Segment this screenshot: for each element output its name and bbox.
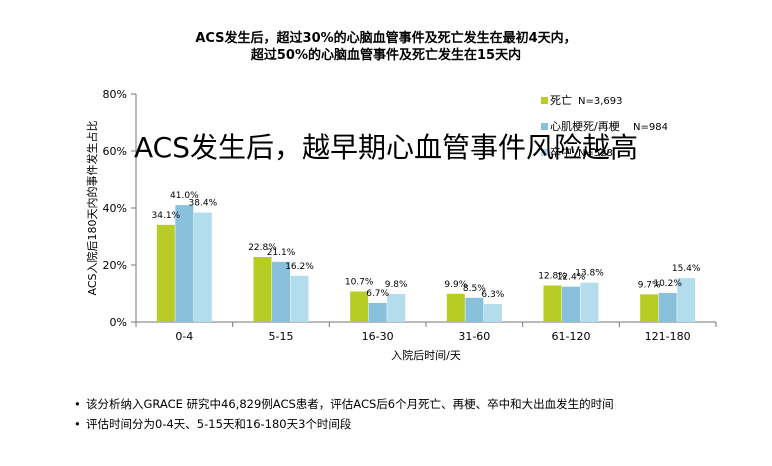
bar-1 <box>640 294 659 322</box>
bar-data-label: 6.3% <box>481 290 504 300</box>
bar-data-label: 15.4% <box>672 264 701 274</box>
bar-data-label: 9.7% <box>638 280 661 290</box>
x-axis-label: 入院后时间/天 <box>391 348 461 362</box>
bar-2 <box>562 286 580 322</box>
y-tick-label: 80% <box>103 88 127 101</box>
bar-1 <box>350 291 369 322</box>
legend-label: 死亡 <box>550 93 572 107</box>
bar-3 <box>290 275 309 322</box>
bar-2 <box>368 302 387 322</box>
y-tick-label: 0% <box>110 316 127 329</box>
bar-data-label: 8.5% <box>463 284 486 294</box>
bar-3 <box>483 304 502 322</box>
bar-1 <box>446 293 465 322</box>
bar-data-label: 22.8% <box>248 243 277 253</box>
bar-data-label: 13.8% <box>575 269 604 279</box>
footnote-text: 该分析纳入GRACE 研究中46,829例ACS患者，评估ACS后6个月死亡、再… <box>86 397 614 411</box>
legend-n-label: N=984 <box>633 122 668 133</box>
y-tick-label: 20% <box>103 259 127 272</box>
y-tick-label: 40% <box>103 202 127 215</box>
x-ticks: 0-4 5-15 16-30 31-60 61-120 121-180 <box>135 322 717 343</box>
bar-3 <box>580 282 599 322</box>
footnote-text: 评估时间分为0-4天、5-15天和16-180天3个时间段 <box>86 417 352 431</box>
bars <box>156 205 696 322</box>
bar-data-label: 10.2% <box>653 279 682 289</box>
legend-swatch <box>541 97 548 104</box>
bar-data-label: 41.0% <box>170 191 199 201</box>
bar-3 <box>193 212 212 322</box>
legend: 死亡 N=3,693 心肌梗死/再梗 N=984 卒中 N=523 <box>541 93 668 159</box>
bar-data-label: 16.2% <box>285 262 314 272</box>
bar-3 <box>677 278 696 322</box>
footnote-item: • 该分析纳入GRACE 研究中46,829例ACS患者，评估ACS后6个月死亡、… <box>74 394 614 414</box>
bar-data-label: 12.8% <box>538 272 567 282</box>
legend-label: 心肌梗死/再梗 <box>550 119 620 133</box>
bar-1 <box>253 257 272 322</box>
bullet-icon: • <box>74 417 81 431</box>
bar-2 <box>175 205 194 322</box>
footnote-item: • 评估时间分为0-4天、5-15天和16-180天3个时间段 <box>74 414 614 434</box>
y-ticks: 0% 20% 40% 60% 80% <box>103 88 136 329</box>
x-tick-label: 61-120 <box>552 330 591 343</box>
legend-swatch <box>541 149 548 156</box>
bar-data-label: 38.4% <box>189 199 218 209</box>
overlay-headline: ACS发生后，越早期心血管事件风险越高 <box>134 131 638 164</box>
chart-title-line-2: 超过50%的心脑血管事件及死亡发生在15天内 <box>250 48 522 63</box>
bar-2 <box>658 292 677 322</box>
bar-chart: 0% 20% 40% 60% 80% 0-4 5-15 16-30 31-60 61-120 12… <box>85 88 717 362</box>
footnotes: • 该分析纳入GRACE 研究中46,829例ACS患者，评估ACS后6个月死亡、… <box>74 394 614 434</box>
bar-data-label: 34.1% <box>152 211 181 221</box>
legend-swatch <box>541 123 548 130</box>
bar-data-label: 6.7% <box>366 289 389 299</box>
bar-1 <box>543 285 562 322</box>
x-tick-label: 31-60 <box>458 330 490 343</box>
y-tick-label: 60% <box>103 145 127 158</box>
x-tick-label: 5-15 <box>269 330 294 343</box>
y-axis-label: ACS入院后180天内的事件发生占比 <box>85 121 99 296</box>
bar-1 <box>156 224 175 322</box>
chart-title-line-1: ACS发生后，超过30%的心脑血管事件及死亡发生在最初4天内， <box>195 31 577 46</box>
legend-n-label: N=3,693 <box>578 96 623 107</box>
legend-n-label: N=523 <box>578 148 613 159</box>
bar-data-label: 9.9% <box>444 280 467 290</box>
x-tick-label: 16-30 <box>362 330 394 343</box>
bar-2 <box>465 297 484 322</box>
bar-data-label: 21.1% <box>267 248 296 258</box>
bar-data-label: 10.7% <box>345 278 374 288</box>
bar-data-label: 9.8% <box>385 280 408 290</box>
legend-label: 卒中 <box>550 145 572 159</box>
x-tick-label: 0-4 <box>175 330 193 343</box>
x-tick-label: 121-180 <box>645 330 691 343</box>
bullet-icon: • <box>74 397 81 411</box>
chart-title: ACS发生后，超过30%的心脑血管事件及死亡发生在最初4天内， 超过50%的心脑… <box>0 30 772 64</box>
bar-data-label: 12.4% <box>557 273 586 283</box>
bar-3 <box>387 294 406 322</box>
bar-labels: 34.1%41.0%38.4%22.8%21.1%16.2%10.7%6.7%9… <box>152 191 701 300</box>
bar-2 <box>272 261 290 322</box>
